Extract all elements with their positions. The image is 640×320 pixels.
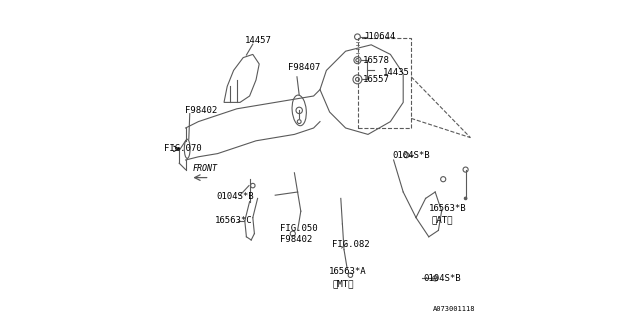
Text: A073001118: A073001118 [433,306,475,312]
Text: FIG.070: FIG.070 [164,144,202,153]
Text: 16578: 16578 [364,56,390,65]
Text: 0104S*B: 0104S*B [216,192,253,201]
Text: 〈MT〉: 〈MT〉 [332,279,354,288]
Text: 0104S*B: 0104S*B [392,151,429,160]
Text: 14435: 14435 [383,68,409,77]
Text: 14457: 14457 [245,36,271,44]
Circle shape [464,197,467,200]
Text: 0104S*B: 0104S*B [423,274,461,283]
Text: FIG.082: FIG.082 [332,240,370,249]
Text: FIG.050: FIG.050 [280,224,317,233]
Text: F98407: F98407 [288,63,320,72]
Text: 16563*C: 16563*C [214,216,252,225]
Text: 16557: 16557 [364,75,390,84]
Text: FRONT: FRONT [192,164,218,173]
Text: 〈AT〉: 〈AT〉 [432,216,454,225]
Text: F98402: F98402 [185,106,217,115]
Text: J10644: J10644 [364,32,396,41]
Text: F98402: F98402 [280,235,312,244]
Text: 16563*A: 16563*A [329,268,367,276]
Text: 16563*B: 16563*B [429,204,467,213]
